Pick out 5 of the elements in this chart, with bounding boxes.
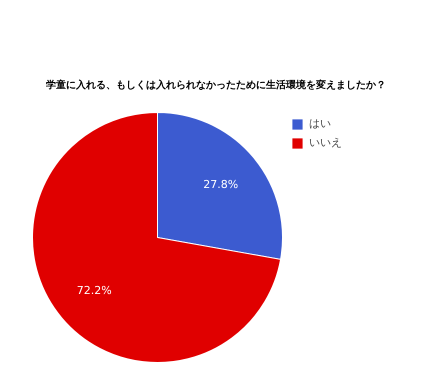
data-label: 27.8% xyxy=(203,178,238,192)
legend-label: はい xyxy=(309,116,331,131)
chart-title: 学童に入れる、もしくは入れられなかったために生活環境を変えましたか？ xyxy=(46,79,386,91)
data-label: 72.2% xyxy=(76,284,112,297)
legend-label: いいえ xyxy=(309,135,342,150)
